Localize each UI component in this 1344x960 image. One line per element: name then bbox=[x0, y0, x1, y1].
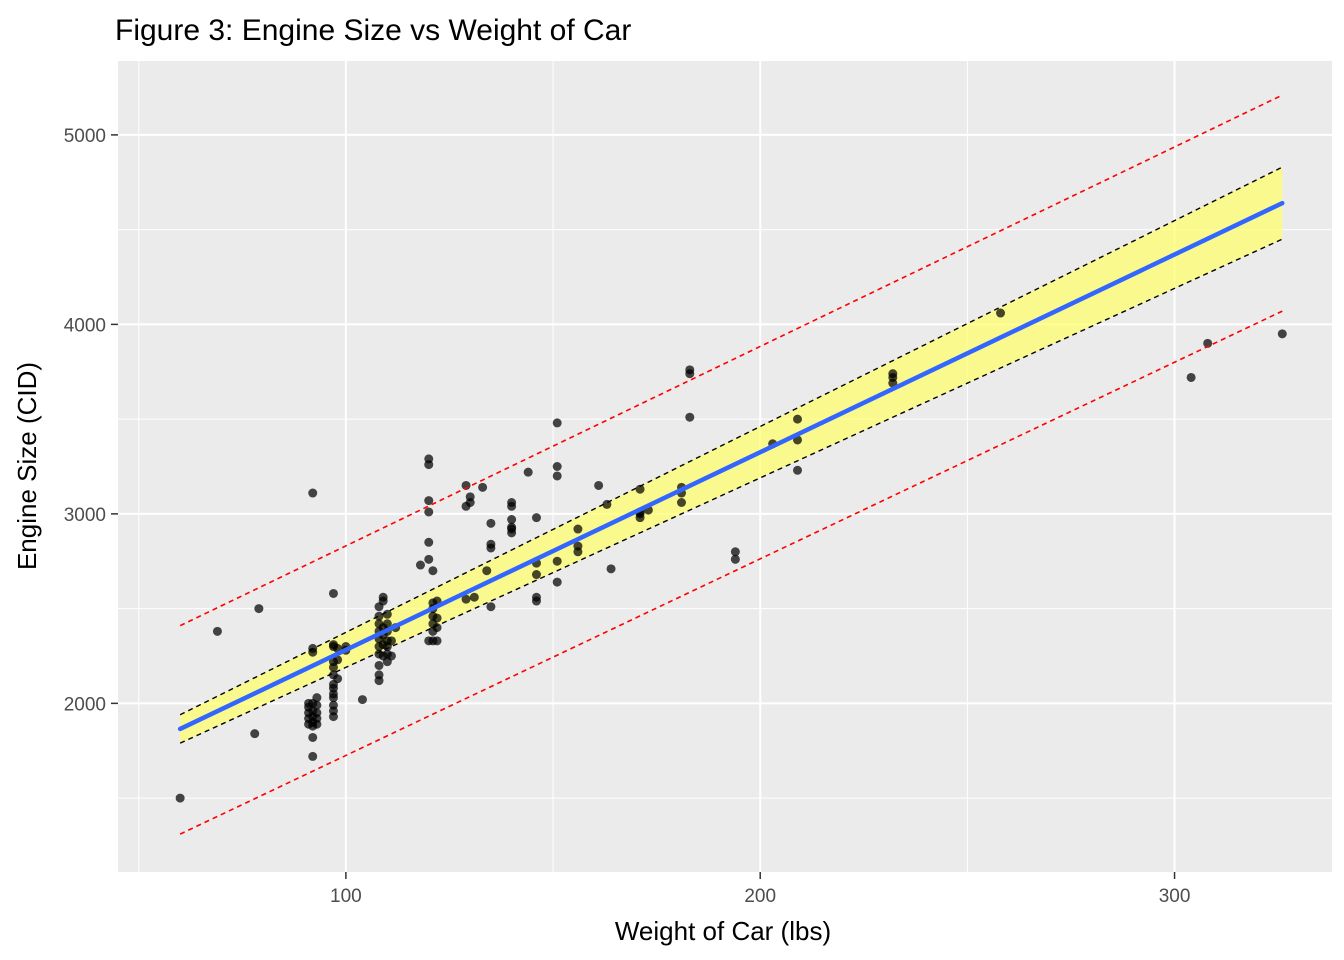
data-point bbox=[357, 695, 367, 705]
chart-title: Figure 3: Engine Size vs Weight of Car bbox=[115, 14, 631, 47]
data-point bbox=[730, 554, 740, 564]
data-point bbox=[428, 566, 438, 576]
data-point bbox=[478, 482, 488, 492]
x-tick-label: 200 bbox=[744, 886, 776, 907]
data-point bbox=[1203, 338, 1213, 348]
data-point bbox=[432, 623, 442, 633]
data-point bbox=[424, 537, 434, 547]
data-point bbox=[685, 365, 695, 375]
data-point bbox=[507, 498, 517, 508]
data-point bbox=[461, 594, 471, 604]
data-point bbox=[432, 636, 442, 646]
data-point bbox=[378, 592, 388, 602]
data-point bbox=[552, 471, 562, 481]
data-point bbox=[328, 700, 338, 710]
data-point bbox=[415, 560, 425, 570]
data-point bbox=[1277, 329, 1287, 339]
data-point bbox=[374, 660, 384, 670]
data-point bbox=[482, 566, 492, 576]
data-point bbox=[507, 522, 517, 532]
prediction-upper-bound bbox=[179, 94, 1283, 627]
data-point bbox=[250, 729, 260, 739]
confidence-lower-bound bbox=[179, 238, 1283, 744]
data-point bbox=[312, 693, 322, 703]
data-point bbox=[424, 507, 434, 517]
data-point bbox=[552, 418, 562, 428]
data-point bbox=[486, 518, 496, 528]
data-point bbox=[531, 513, 541, 523]
regression-line bbox=[177, 200, 1285, 732]
data-point bbox=[486, 602, 496, 612]
data-point bbox=[254, 604, 264, 614]
data-point bbox=[594, 480, 604, 490]
y-axis-title: Engine Size (CID) bbox=[12, 362, 42, 570]
data-point bbox=[465, 492, 475, 502]
data-point bbox=[676, 498, 686, 508]
data-point bbox=[212, 626, 222, 636]
data-point bbox=[382, 619, 392, 629]
data-point bbox=[469, 592, 479, 602]
data-point bbox=[374, 611, 384, 621]
data-point bbox=[523, 467, 533, 477]
data-point bbox=[888, 369, 898, 379]
data-point bbox=[386, 651, 396, 661]
data-point bbox=[793, 414, 803, 424]
confidence-upper-bound bbox=[179, 166, 1283, 716]
data-point bbox=[573, 541, 583, 551]
data-point bbox=[552, 462, 562, 471]
data-point bbox=[308, 732, 318, 742]
data-point bbox=[308, 751, 318, 761]
data-point bbox=[175, 793, 185, 803]
data-point bbox=[606, 564, 616, 574]
data-point bbox=[573, 524, 583, 534]
data-point bbox=[312, 700, 322, 710]
data-point bbox=[424, 496, 434, 506]
y-tick-label: 3000 bbox=[64, 505, 106, 526]
data-point bbox=[793, 465, 803, 475]
data-point bbox=[685, 412, 695, 422]
data-point bbox=[386, 636, 396, 646]
data-point bbox=[333, 655, 343, 665]
data-point bbox=[424, 454, 434, 464]
y-tick-label: 2000 bbox=[64, 694, 106, 715]
data-point bbox=[531, 592, 541, 602]
data-point bbox=[552, 556, 562, 566]
x-tick-label: 100 bbox=[330, 886, 362, 907]
data-point bbox=[486, 539, 496, 549]
x-axis-title: Weight of Car (lbs) bbox=[615, 916, 831, 946]
data-point bbox=[424, 554, 434, 564]
data-point bbox=[996, 308, 1006, 318]
data-point bbox=[328, 588, 338, 598]
data-point bbox=[635, 484, 645, 494]
data-point bbox=[432, 613, 442, 623]
data-point bbox=[333, 674, 343, 684]
x-tick-label: 300 bbox=[1159, 886, 1191, 907]
y-tick-label: 4000 bbox=[64, 315, 106, 336]
data-point bbox=[507, 515, 517, 525]
data-point bbox=[730, 547, 740, 557]
y-axis-ticks: 2000 3000 4000 5000 bbox=[64, 126, 118, 715]
data-point bbox=[308, 488, 318, 498]
y-tick-label: 5000 bbox=[64, 126, 106, 147]
data-point bbox=[374, 670, 384, 680]
x-axis-ticks: 100 200 300 bbox=[330, 872, 1190, 907]
data-point bbox=[552, 577, 562, 587]
data-point bbox=[382, 609, 392, 619]
data-point bbox=[531, 570, 541, 580]
data-point bbox=[312, 708, 322, 718]
data-point bbox=[1186, 372, 1196, 382]
